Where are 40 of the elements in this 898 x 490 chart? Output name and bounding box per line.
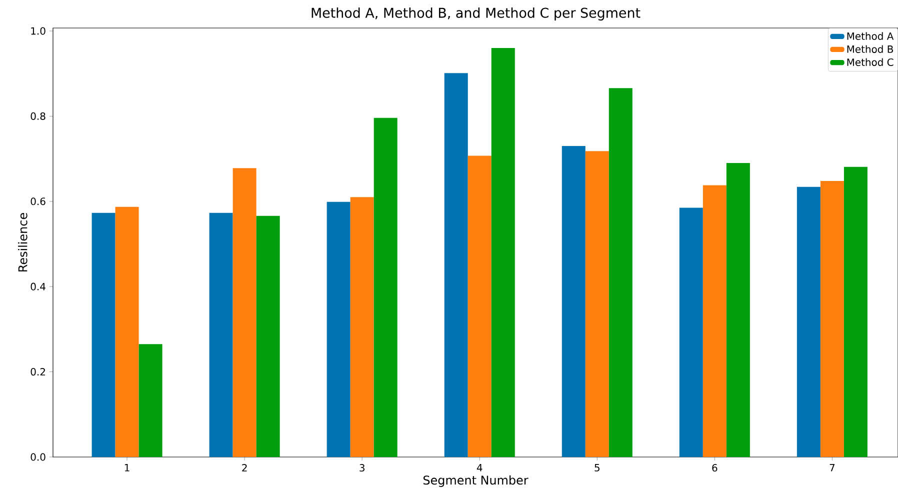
x-tick-label: 2 xyxy=(242,464,247,472)
y-axis-title: Resilience xyxy=(18,213,28,272)
bar xyxy=(350,197,374,457)
legend-label: Method A xyxy=(847,32,894,40)
bar xyxy=(562,146,586,457)
bar xyxy=(726,163,750,457)
x-tick-label: 4 xyxy=(476,464,482,472)
legend-label: Method C xyxy=(847,58,894,66)
bar xyxy=(702,185,726,457)
bar xyxy=(820,180,844,457)
y-tick-label: 0.0 xyxy=(30,453,46,461)
y-tick-label: 0.6 xyxy=(30,198,46,206)
bar xyxy=(796,186,820,457)
y-tick-label: 0.2 xyxy=(30,368,45,376)
bar xyxy=(92,212,116,457)
y-tick-label: 0.4 xyxy=(30,282,46,290)
bar xyxy=(844,166,868,457)
bar xyxy=(468,156,492,457)
y-tick-label: 0.8 xyxy=(30,112,46,120)
x-tick-label: 7 xyxy=(830,464,835,472)
bar xyxy=(115,206,139,457)
bar xyxy=(444,73,468,457)
bar xyxy=(326,202,350,457)
x-axis-title: Segment Number xyxy=(423,475,528,487)
bar xyxy=(138,344,162,457)
bar xyxy=(608,88,632,457)
bar xyxy=(491,48,515,457)
x-tick-label: 6 xyxy=(712,464,718,472)
bar xyxy=(374,118,398,457)
bar xyxy=(232,168,256,457)
bar xyxy=(585,151,609,457)
bar xyxy=(679,208,703,457)
bar xyxy=(256,216,280,457)
bar xyxy=(209,212,233,457)
legend-label: Method B xyxy=(847,45,894,53)
y-tick-label: 1.0 xyxy=(31,27,46,35)
x-tick-label: 5 xyxy=(594,464,600,472)
x-tick-label: 1 xyxy=(124,464,130,472)
x-tick-label: 3 xyxy=(360,464,364,472)
chart-title: Method A, Method B, and Method C per Segment xyxy=(312,7,640,20)
